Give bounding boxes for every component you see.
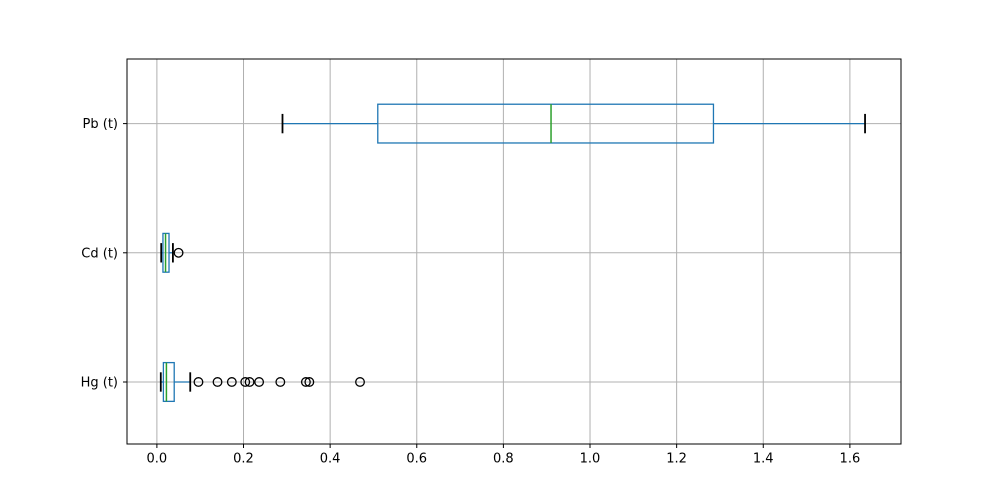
flier-point bbox=[304, 377, 315, 387]
flier-point bbox=[355, 377, 365, 387]
x-tick-label: 0.6 bbox=[406, 452, 427, 467]
axes-frame bbox=[126, 58, 902, 445]
x-tick-label: 1.6 bbox=[840, 452, 861, 467]
flier-point bbox=[193, 377, 204, 387]
x-tick-label: 0.0 bbox=[147, 452, 168, 467]
x-tick-label: 0.8 bbox=[493, 452, 514, 467]
flier-point bbox=[173, 247, 184, 258]
box-hg bbox=[162, 361, 175, 403]
x-tick-label: 1.4 bbox=[753, 452, 774, 467]
flier-point bbox=[244, 377, 255, 387]
x-tick-label: 1.2 bbox=[666, 452, 687, 467]
flier-point bbox=[300, 377, 311, 387]
x-tick-label: 0.4 bbox=[320, 452, 341, 467]
x-tick-label: 1.0 bbox=[580, 452, 601, 467]
flier-point bbox=[275, 377, 286, 387]
flier-point bbox=[212, 377, 223, 387]
x-tick-label: 0.2 bbox=[233, 452, 254, 467]
y-tick-label: Hg (t) bbox=[81, 375, 118, 390]
y-tick-label: Pb (t) bbox=[83, 117, 118, 132]
flier-point bbox=[240, 377, 251, 387]
flier-point bbox=[254, 377, 265, 387]
flier-point bbox=[226, 377, 237, 387]
y-tick-label: Cd (t) bbox=[81, 246, 118, 261]
box-pb bbox=[377, 103, 715, 144]
